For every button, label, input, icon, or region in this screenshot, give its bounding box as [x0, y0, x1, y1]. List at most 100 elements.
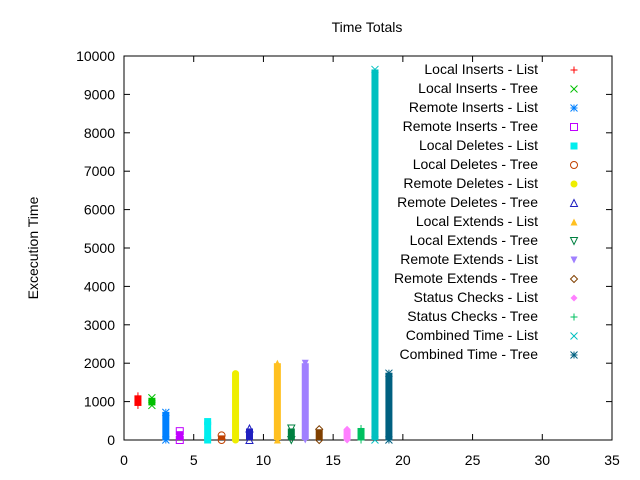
series-10: [287, 424, 296, 445]
legend-marker: [570, 256, 578, 264]
legend-entry-label: Remote Inserts - List: [409, 99, 538, 115]
data-point-top: [148, 393, 156, 402]
data-point-top: [314, 425, 324, 434]
legend-entry-label: Remote Extends - Tree: [394, 270, 538, 286]
legend-marker: [569, 198, 579, 207]
point-band: [148, 397, 156, 406]
data-point-top: [371, 65, 379, 74]
legend-marker: [570, 313, 578, 321]
data-point-top: [357, 424, 365, 432]
y-tick-label: 4000: [84, 278, 115, 294]
point-band: [371, 69, 379, 440]
legend-marker: [570, 180, 578, 188]
series-7: [232, 370, 240, 444]
point-band: [343, 429, 351, 440]
point-band: [218, 435, 226, 440]
data-point-bottom: [357, 436, 365, 444]
data-point-top: [245, 423, 254, 433]
point-band: [357, 428, 365, 440]
legend-marker: [569, 274, 579, 284]
series-13: [343, 425, 351, 444]
axis-ticks: 0 5 10 15 20 25 30 35 0 1000 2000 3000 4000 5000 6000 7…: [76, 48, 620, 468]
x-tick-label: 15: [325, 452, 341, 468]
data-point-bottom: [371, 436, 379, 444]
point-band: [134, 395, 142, 406]
legend-entry-label: Remote Inserts - Tree: [403, 118, 539, 134]
series-4: [175, 427, 184, 444]
legend-marker: [570, 294, 578, 302]
legend-marker: [570, 332, 578, 340]
data-point-top: [217, 431, 226, 440]
series-12: [314, 425, 324, 445]
y-tick-label: 2000: [84, 355, 115, 371]
x-tick-label: 30: [534, 452, 550, 468]
x-tick-label: 25: [465, 452, 481, 468]
data-point-bottom: [385, 436, 393, 444]
point-band: [287, 428, 295, 440]
legend-marker: [570, 351, 578, 359]
legend-entry-label: Status Checks - List: [414, 289, 539, 305]
x-tick-label: 10: [256, 452, 272, 468]
data-point-top: [161, 408, 170, 417]
legend-marker: [570, 218, 578, 226]
data-point-bottom: [245, 435, 254, 444]
point-band: [176, 431, 184, 440]
x-tick-label: 5: [190, 452, 198, 468]
legend-marker: [570, 66, 578, 74]
series-14: [357, 424, 365, 444]
legend-entry-label: Local Extends - List: [416, 213, 538, 229]
series-15: [371, 65, 379, 444]
series-3: [161, 408, 170, 444]
data-point-bottom: [301, 436, 309, 444]
point-band: [162, 412, 170, 440]
x-tick-label: 20: [395, 452, 411, 468]
legend-entry-label: Remote Deletes - Tree: [397, 194, 538, 210]
legend-marker: [570, 85, 578, 93]
legend-entry-label: Combined Time - Tree: [400, 346, 539, 362]
point-band: [315, 429, 323, 440]
series-5: [204, 418, 212, 444]
legend-entry-label: Local Deletes - Tree: [413, 156, 538, 172]
point-band: [245, 428, 253, 440]
legend-marker: [570, 104, 578, 112]
data-point-bottom: [204, 436, 212, 444]
series-1: [134, 392, 142, 409]
data-point-bottom: [287, 436, 296, 445]
legend-marker: [569, 237, 579, 246]
point-band: [204, 421, 212, 440]
y-tick-label: 5000: [84, 240, 115, 256]
chart-title: Time Totals: [332, 19, 403, 35]
series-9: [273, 359, 281, 444]
data-point-bottom: [148, 401, 156, 410]
series-2: [148, 393, 156, 410]
data-point-bottom: [175, 436, 184, 444]
data-point-bottom: [161, 436, 170, 444]
y-tick-label: 6000: [84, 202, 115, 218]
series-16: [385, 369, 393, 444]
data-point-bottom: [273, 436, 281, 444]
data-point-top: [301, 359, 309, 367]
y-tick-label: 7000: [84, 163, 115, 179]
y-tick-label: 1000: [84, 394, 115, 410]
legend-marker: [570, 142, 578, 150]
data-point-top: [343, 425, 351, 433]
legend-entry-label: Remote Deletes - List: [403, 175, 538, 191]
y-tick-label: 3000: [84, 317, 115, 333]
y-axis-label: Excecution Time: [25, 196, 41, 299]
series-11: [301, 359, 309, 444]
legend-entry-label: Local Extends - Tree: [410, 232, 539, 248]
legend-entry-label: Remote Extends - List: [400, 251, 538, 267]
data-point-top: [134, 392, 142, 400]
y-tick-label: 0: [107, 432, 115, 448]
data-series: [134, 65, 393, 445]
data-point-top: [273, 359, 281, 367]
data-point-top: [232, 370, 240, 378]
data-point-bottom: [314, 435, 324, 445]
legend-marker: [570, 123, 578, 131]
data-point-top: [204, 418, 212, 426]
y-tick-label: 10000: [76, 48, 115, 64]
data-point-bottom: [343, 436, 351, 444]
x-tick-label: 35: [604, 452, 620, 468]
legend: Local Inserts - List Local Inserts - Tree…: [394, 61, 579, 362]
